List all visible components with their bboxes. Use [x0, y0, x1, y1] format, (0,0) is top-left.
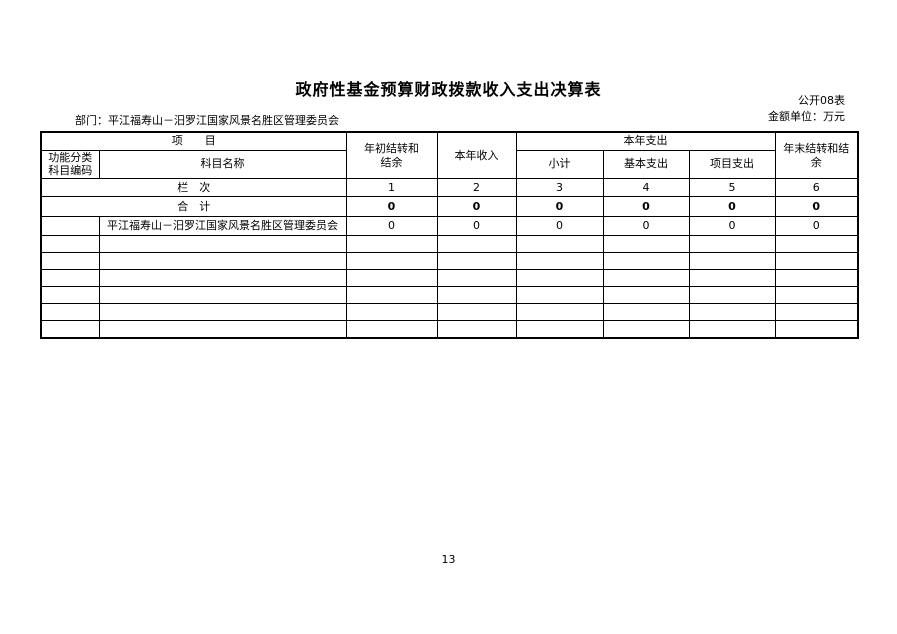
header-row-1: 项 目 年初结转和 结余 本年收入 本年支出 年末结转和结 余: [40, 131, 859, 179]
header-item-group: 项 目: [40, 131, 347, 151]
meta-right-block: 公开08表 金额单位：万元: [768, 93, 845, 125]
empty-row: [40, 286, 859, 304]
column-index-label: 栏 次: [40, 178, 347, 197]
header-current-income: 本年收入: [436, 131, 517, 179]
column-index-row: 栏 次 1 2 3 4 5 6: [40, 178, 859, 197]
page-number: 13: [441, 553, 456, 566]
column-index-4: 4: [602, 178, 690, 197]
department-value-1: 0: [345, 216, 438, 236]
total-value-6: 0: [774, 196, 859, 217]
department-name-cell: 平江福寿山－汨罗江国家风景名胜区管理委员会: [98, 216, 347, 236]
column-index-2: 2: [436, 178, 517, 197]
department-value-2: 0: [436, 216, 517, 236]
column-index-3: 3: [515, 178, 604, 197]
page-title: 政府性基金预算财政拨款收入支出决算表: [295, 80, 602, 99]
total-value-3: 0: [515, 196, 604, 217]
header-subject-name: 科目名称: [98, 149, 347, 179]
total-value-5: 0: [688, 196, 776, 217]
total-value-2: 0: [436, 196, 517, 217]
empty-row: [40, 252, 859, 270]
total-row: 合 计 0 0 0 0 0 0: [40, 196, 859, 217]
department-value-5: 0: [688, 216, 776, 236]
header-project-expenditure: 项目支出: [688, 149, 776, 179]
department-code-cell: [40, 216, 100, 236]
total-row-label: 合 计: [40, 196, 347, 217]
empty-row: [40, 269, 859, 287]
column-index-5: 5: [688, 178, 776, 197]
header-begin-balance: 年初结转和 结余: [345, 131, 438, 179]
total-value-4: 0: [602, 196, 690, 217]
total-value-1: 0: [345, 196, 438, 217]
column-index-1: 1: [345, 178, 438, 197]
fund-budget-table: 项 目 年初结转和 结余 本年收入 本年支出 年末结转和结 余 功能分类 科目编…: [40, 131, 859, 339]
header-basic-expenditure: 基本支出: [602, 149, 690, 179]
department-value-3: 0: [515, 216, 604, 236]
department-value-6: 0: [774, 216, 859, 236]
amount-unit-label: 金额单位：万元: [768, 110, 845, 123]
department-value-4: 0: [602, 216, 690, 236]
empty-row: [40, 303, 859, 321]
department-label: 部门：平江福寿山－汨罗江国家风景名胜区管理委员会: [75, 114, 339, 127]
header-expenditure-group: 本年支出: [515, 131, 776, 151]
header-row-2: 功能分类 科目编码 科目名称 小计 基本支出 项目支出: [40, 149, 858, 179]
form-number-label: 公开08表: [798, 94, 845, 107]
header-subtotal: 小计: [515, 149, 604, 179]
department-data-row: 平江福寿山－汨罗江国家风景名胜区管理委员会 0 0 0 0 0 0: [40, 216, 859, 236]
header-function-code: 功能分类 科目编码: [40, 149, 100, 179]
header-end-balance: 年末结转和结 余: [774, 131, 859, 179]
column-index-6: 6: [774, 178, 859, 197]
empty-row: [40, 235, 859, 253]
empty-row: [40, 320, 859, 338]
